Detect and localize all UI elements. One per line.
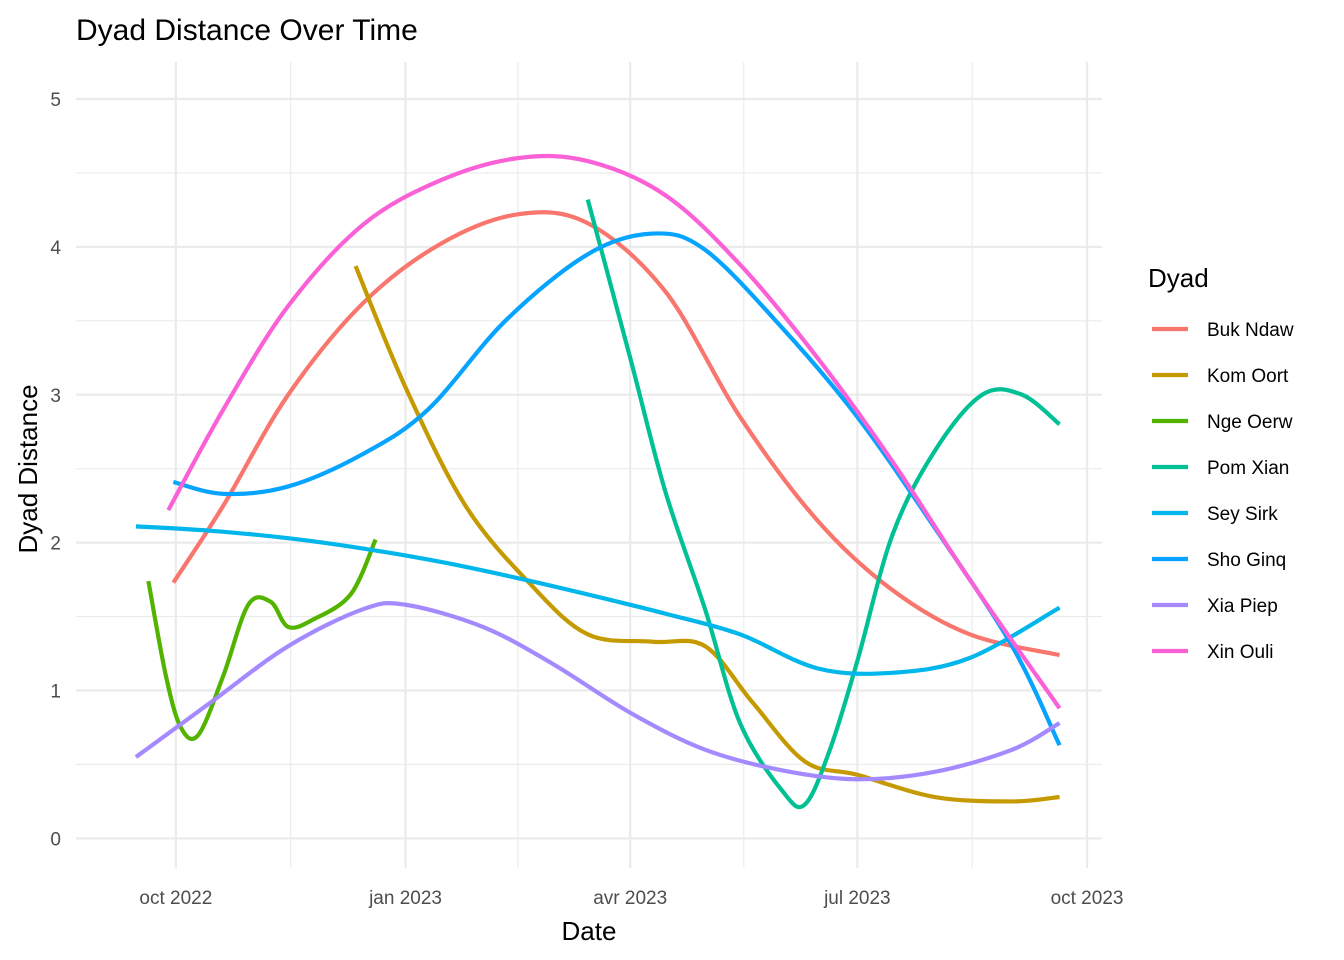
x-axis-title: Date <box>562 916 617 946</box>
legend-item: Xia Piep <box>1152 596 1278 617</box>
y-tick-label: 1 <box>50 682 61 703</box>
legend-item: Sey Sirk <box>1152 504 1278 525</box>
x-tick-label: jul 2023 <box>823 888 891 909</box>
legend-label: Xia Piep <box>1207 596 1278 617</box>
legend-label: Xin Ouli <box>1207 642 1274 663</box>
legend-item: Xin Ouli <box>1152 642 1274 663</box>
chart-title: Dyad Distance Over Time <box>76 14 418 47</box>
series-line-xia-piep <box>134 600 1061 782</box>
series-line-xin-ouli <box>166 153 1062 710</box>
x-tick-label: jan 2023 <box>368 888 442 909</box>
legend-item: Kom Oort <box>1152 366 1289 387</box>
x-tick-label: oct 2023 <box>1051 888 1124 909</box>
series-line-sey-sirk <box>135 524 1061 676</box>
legend-items: Buk Ndaw Kom Oort Nge Oerw Pom Xian Sey Sirk… <box>1152 320 1294 663</box>
x-tick-label: avr 2023 <box>593 888 667 909</box>
y-axis-ticks: 0 1 2 3 4 5 <box>50 90 61 850</box>
legend-item: Pom Xian <box>1152 458 1289 479</box>
legend-title: Dyad <box>1148 263 1209 293</box>
legend: Dyad Buk Ndaw Kom Oort Nge Oerw Pom Xian Sey… <box>1148 263 1294 663</box>
y-tick-label: 3 <box>50 386 61 407</box>
series-line-nge-oerw <box>146 538 378 742</box>
legend-item: Sho Ginq <box>1152 550 1286 571</box>
plot-grid <box>76 62 1102 868</box>
y-tick-label: 5 <box>50 90 61 111</box>
legend-label: Nge Oerw <box>1207 412 1293 433</box>
y-tick-label: 4 <box>50 238 61 259</box>
y-tick-label: 2 <box>50 534 61 555</box>
legend-item: Nge Oerw <box>1152 412 1293 433</box>
y-tick-label: 0 <box>50 829 61 850</box>
series-line-pom-xian <box>585 198 1061 810</box>
series-line-kom-oort <box>353 265 1060 804</box>
plot-series <box>134 153 1062 810</box>
legend-label: Kom Oort <box>1207 366 1289 387</box>
x-tick-label: oct 2022 <box>139 888 212 909</box>
legend-label: Sey Sirk <box>1207 504 1278 525</box>
legend-label: Buk Ndaw <box>1207 320 1294 341</box>
x-axis-ticks: oct 2022 jan 2023 avr 2023 jul 2023 oct 2023 <box>139 888 1123 909</box>
series-line-buk-ndaw <box>171 210 1061 658</box>
y-axis-title: Dyad Distance <box>13 384 43 553</box>
legend-item: Buk Ndaw <box>1152 320 1294 341</box>
legend-label: Sho Ginq <box>1207 550 1286 571</box>
legend-label: Pom Xian <box>1207 458 1289 479</box>
